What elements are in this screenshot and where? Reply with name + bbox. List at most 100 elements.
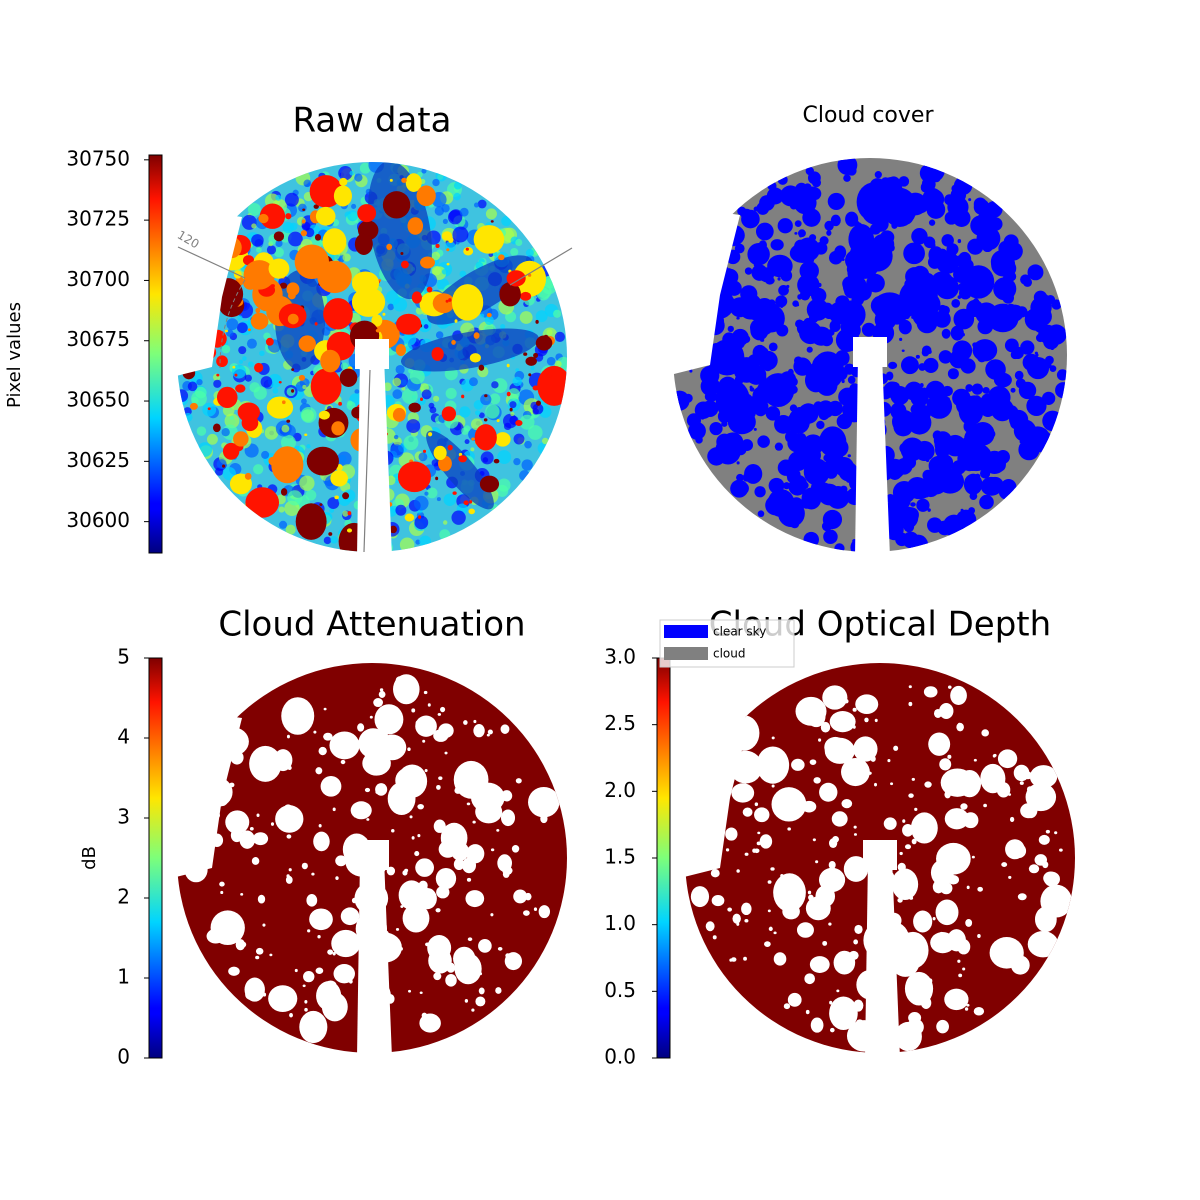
cloud-blob (824, 783, 828, 787)
texture (302, 384, 307, 390)
texture (944, 211, 958, 225)
cloud-blob (870, 755, 876, 762)
cloud-blob (770, 239, 784, 251)
cloud-blob (958, 973, 963, 978)
texture (879, 329, 887, 336)
cloud-blob (936, 468, 964, 494)
cloud-blob (1028, 864, 1040, 874)
cloud-blob (832, 717, 836, 722)
cloud-blob (767, 880, 772, 884)
cloud-blob (736, 316, 740, 320)
cloud-blob (820, 721, 831, 733)
texture (327, 497, 340, 509)
center-block (853, 337, 887, 367)
cloud-blob (972, 339, 998, 362)
texture (287, 490, 303, 506)
cloud-blob (303, 971, 315, 983)
cloud-blob (546, 373, 552, 378)
cloud-blob (291, 389, 295, 393)
cloud-blob (237, 402, 260, 422)
cloud-blob (915, 354, 920, 359)
texture (515, 238, 523, 246)
cloud-blob (353, 813, 358, 818)
cloud-blob (932, 430, 943, 441)
cloud-blob (329, 731, 360, 760)
cloud-blob (265, 337, 274, 346)
texture (757, 510, 765, 518)
cloud-blob (523, 352, 528, 356)
texture (413, 495, 429, 511)
cloud-blob (435, 476, 439, 481)
cloud-blob (543, 334, 549, 341)
cloud-blob (382, 312, 386, 316)
cloud-blob (244, 977, 265, 1002)
cloud-blob (452, 491, 457, 495)
cloud-blob (815, 453, 820, 458)
colorbar-tick-label: 2 (117, 885, 130, 909)
cloud-blob (826, 307, 834, 315)
cloud-blob (339, 177, 348, 186)
texture (187, 381, 198, 392)
cloud-blob (400, 680, 415, 696)
cloud-blob (965, 918, 973, 927)
cloud-blob (287, 313, 299, 325)
texture (447, 210, 463, 225)
cloud-blob (944, 988, 969, 1011)
cloud-blob (428, 947, 452, 974)
cloud-blob (796, 708, 802, 714)
cloud-blob (281, 697, 315, 735)
cloud-blob (207, 407, 211, 411)
colorbar-tick-label: 1.5 (604, 845, 636, 869)
cloud-blob (288, 868, 292, 872)
cloud-blob (759, 834, 773, 849)
cloud-blob (298, 374, 306, 381)
cloud-blob (255, 947, 264, 955)
texture (435, 331, 444, 339)
cloud-blob (790, 520, 800, 529)
texture (206, 433, 218, 445)
cloud-blob (838, 1014, 843, 1018)
cloud-blob (463, 720, 468, 725)
texture (898, 176, 910, 187)
cloud-blob (884, 518, 904, 541)
cloud-blob (845, 211, 859, 227)
texture (301, 398, 307, 405)
cloud-blob (1048, 397, 1054, 403)
cloud-blob (340, 907, 360, 926)
cloud-blob (528, 373, 532, 377)
cloud-blob (726, 268, 732, 274)
texture (993, 277, 1017, 301)
cloud-blob (914, 807, 918, 812)
cloud-blob (853, 939, 859, 945)
cloud-blob (411, 708, 416, 713)
texture (818, 409, 830, 421)
cloud-blob (407, 747, 411, 752)
texture (741, 209, 760, 229)
cloud-blob (409, 815, 413, 819)
texture (342, 510, 349, 517)
cloud-blob (927, 508, 931, 512)
cloud-blob (540, 814, 548, 824)
cloud-blob (400, 251, 404, 255)
cloud-blob (732, 913, 741, 924)
cloud-blob (313, 730, 317, 734)
cloud-blob (976, 299, 980, 303)
cloud-blob (395, 676, 405, 684)
colorbar-tick-label: 30750 (66, 146, 130, 170)
texture (221, 344, 231, 354)
texture (970, 215, 991, 236)
cloud-blob (473, 332, 480, 339)
cloud-blob (731, 783, 755, 803)
texture (808, 313, 819, 324)
cloud-blob (950, 325, 964, 341)
cloud-blob (958, 397, 984, 426)
texture (347, 210, 359, 222)
cloud-blob (993, 372, 1012, 388)
cloud-blob (768, 926, 773, 932)
texture (406, 419, 421, 434)
cloud-blob (321, 992, 348, 1022)
cloud-blob (841, 258, 845, 261)
texture (766, 187, 784, 205)
cloud-blob (415, 715, 437, 737)
cloud-blob (471, 1008, 475, 1012)
